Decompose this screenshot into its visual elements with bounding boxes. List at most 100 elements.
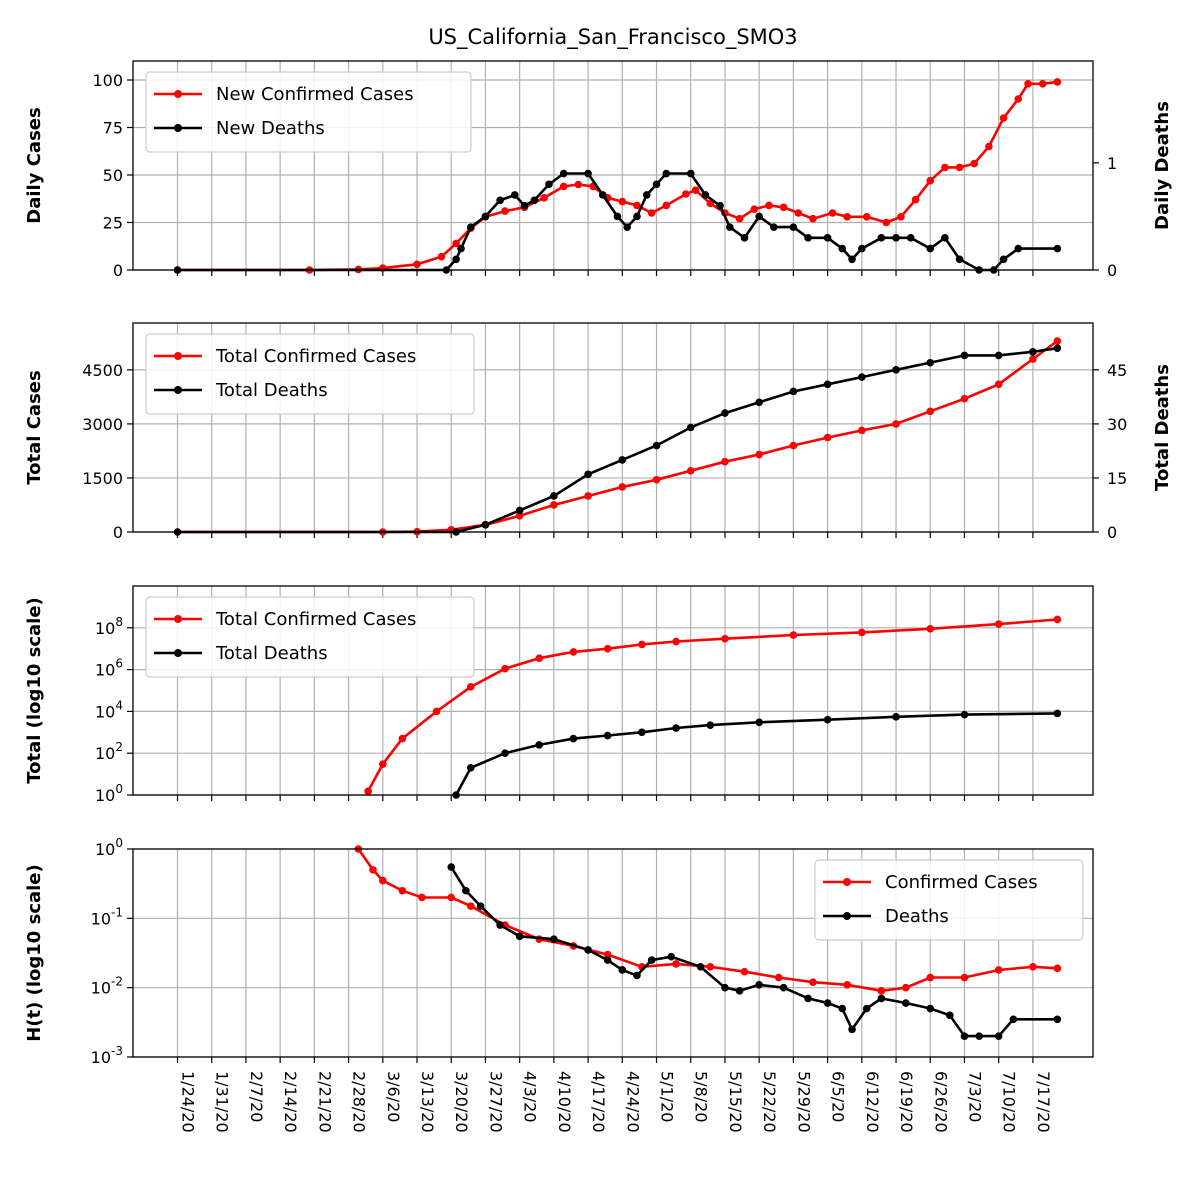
data-point bbox=[466, 223, 475, 231]
x-tick-label: 7/17/20 bbox=[1034, 1071, 1053, 1133]
data-point bbox=[496, 196, 504, 205]
y2-tick-label: 0 bbox=[1107, 261, 1117, 280]
legend-box bbox=[145, 71, 472, 153]
data-point bbox=[926, 1004, 935, 1013]
data-point bbox=[706, 962, 715, 971]
data-point bbox=[960, 1032, 969, 1040]
y-axis-label: Daily Cases bbox=[24, 107, 45, 223]
data-point bbox=[603, 950, 612, 959]
data-point bbox=[955, 163, 964, 172]
data-point bbox=[1014, 95, 1023, 103]
data-point bbox=[378, 876, 387, 885]
x-tick-label: 4/3/20 bbox=[521, 1071, 540, 1123]
data-point bbox=[721, 983, 729, 992]
legend: Total Confirmed Cases Total Deaths bbox=[145, 333, 475, 415]
data-point bbox=[520, 201, 529, 210]
legend-marker bbox=[174, 352, 182, 360]
data-point bbox=[994, 1032, 1003, 1040]
data-point bbox=[877, 994, 886, 1003]
y-tick-label: 1500 bbox=[82, 469, 123, 488]
legend-box bbox=[145, 596, 475, 678]
data-point bbox=[941, 234, 949, 242]
data-point bbox=[466, 902, 475, 910]
data-point bbox=[823, 999, 832, 1007]
x-tick-label: 3/13/20 bbox=[418, 1071, 437, 1133]
data-point bbox=[735, 987, 744, 995]
data-point bbox=[1053, 344, 1062, 353]
legend-label: New Deaths bbox=[216, 118, 325, 139]
data-point bbox=[496, 921, 504, 929]
y-tick-label: 108 bbox=[95, 615, 123, 638]
series-line bbox=[177, 339, 1059, 534]
x-tick-label: 5/29/20 bbox=[794, 1071, 813, 1133]
data-point bbox=[672, 637, 680, 646]
legend-label: Total Confirmed Cases bbox=[215, 609, 416, 630]
legend-marker bbox=[174, 615, 182, 623]
x-tick-label: 7/10/20 bbox=[1000, 1071, 1019, 1133]
data-point bbox=[462, 886, 470, 895]
y-tick-label: 10-1 bbox=[91, 905, 123, 928]
data-point bbox=[701, 191, 710, 199]
y-tick-label: 106 bbox=[95, 657, 123, 680]
data-point bbox=[623, 223, 631, 231]
series-2 bbox=[447, 863, 1062, 1040]
data-point bbox=[789, 441, 798, 450]
data-point bbox=[755, 718, 763, 727]
data-point bbox=[721, 457, 729, 466]
data-point bbox=[946, 1011, 954, 1020]
data-point bbox=[613, 212, 622, 221]
data-point bbox=[481, 520, 490, 529]
plot-frame bbox=[132, 848, 1094, 1058]
legend-label: Confirmed Cases bbox=[885, 872, 1038, 893]
data-point bbox=[858, 426, 866, 435]
data-point bbox=[970, 159, 979, 168]
data-point bbox=[603, 644, 612, 653]
y-tick-label: 100 bbox=[95, 836, 123, 859]
data-point bbox=[398, 886, 407, 895]
y-tick-label: 100 bbox=[92, 71, 123, 90]
data-point bbox=[858, 244, 866, 253]
data-point bbox=[706, 721, 715, 729]
data-point bbox=[755, 212, 763, 221]
data-point bbox=[437, 252, 446, 261]
data-point bbox=[823, 234, 832, 242]
series-line bbox=[454, 712, 1058, 796]
legend-label: Deaths bbox=[885, 906, 949, 927]
y-tick-label: 3000 bbox=[82, 415, 123, 434]
data-point bbox=[378, 760, 387, 768]
legend-marker bbox=[843, 912, 851, 920]
plot-frame bbox=[132, 322, 1094, 533]
y-tick-label: 50 bbox=[103, 166, 123, 185]
data-point bbox=[716, 201, 724, 210]
data-point bbox=[652, 441, 661, 450]
y-tick-label: 100 bbox=[95, 782, 123, 805]
data-point bbox=[1014, 244, 1023, 253]
data-point bbox=[633, 971, 641, 980]
data-point bbox=[750, 205, 759, 213]
data-point bbox=[823, 380, 832, 389]
x-tick-label: 1/31/20 bbox=[213, 1071, 232, 1133]
data-point bbox=[848, 255, 856, 264]
legend-label: Total Confirmed Cases bbox=[215, 346, 416, 367]
data-point bbox=[726, 223, 734, 231]
data-point bbox=[941, 163, 949, 172]
data-point bbox=[926, 973, 935, 982]
x-tick-label: 2/28/20 bbox=[350, 1071, 369, 1133]
data-point bbox=[1053, 244, 1062, 253]
data-point bbox=[535, 741, 544, 749]
data-point bbox=[755, 398, 763, 407]
y2-tick-label: 45 bbox=[1107, 361, 1127, 380]
series-1 bbox=[354, 845, 1062, 995]
data-point bbox=[647, 956, 656, 964]
data-point bbox=[843, 980, 851, 989]
x-tick-label: 3/20/20 bbox=[452, 1071, 471, 1133]
series-line bbox=[177, 346, 1058, 534]
series-1 bbox=[173, 337, 1062, 536]
data-point bbox=[735, 214, 744, 223]
data-point bbox=[584, 492, 592, 500]
legend: Confirmed Cases Deaths bbox=[814, 859, 1084, 941]
data-point bbox=[892, 420, 900, 428]
data-point bbox=[1029, 962, 1037, 971]
x-tick-label: 5/8/20 bbox=[692, 1071, 711, 1123]
data-point bbox=[862, 213, 871, 221]
